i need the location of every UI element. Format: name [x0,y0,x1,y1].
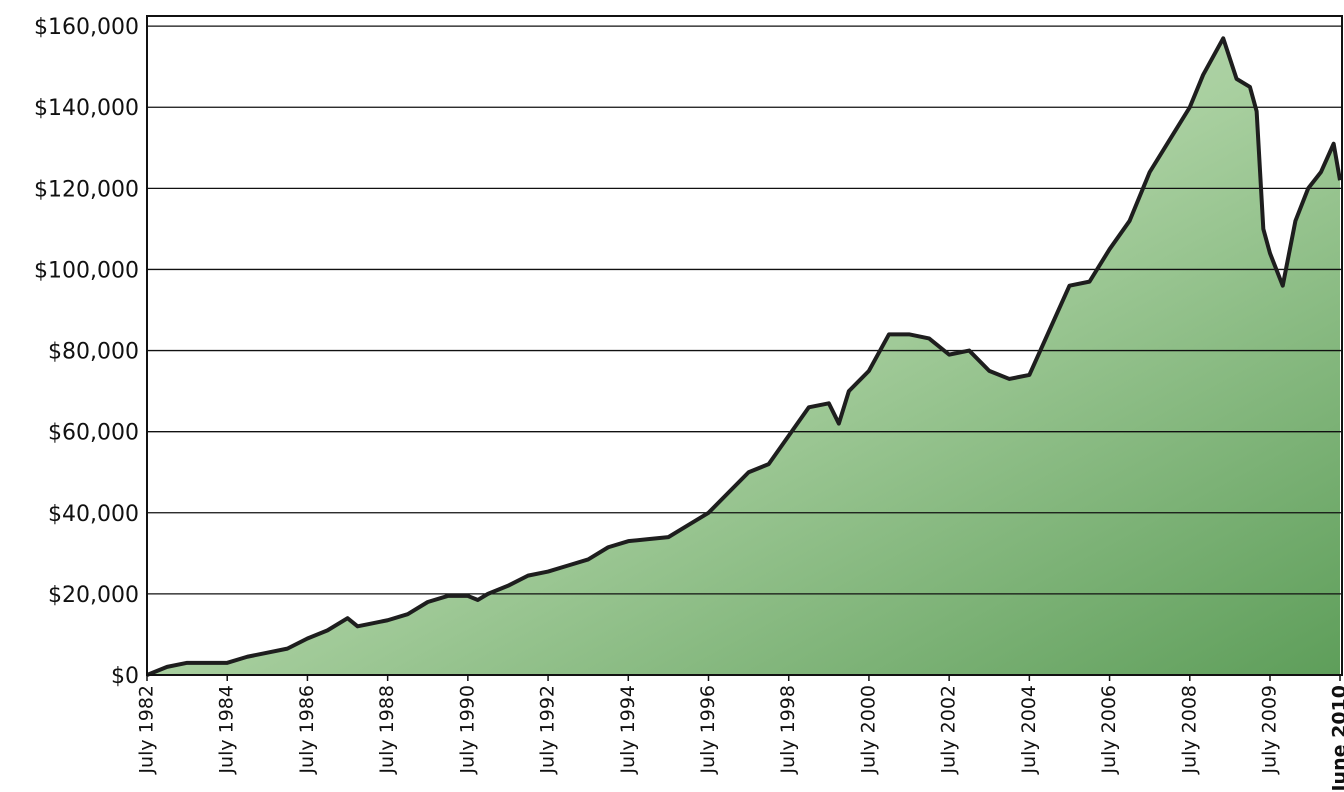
x-tick-label: July 1982 [136,685,158,775]
x-tick-label: July 1984 [216,685,238,775]
y-tick-label: $140,000 [34,96,139,121]
y-tick-label: $0 [111,664,139,689]
x-tick-label: July 2008 [1178,685,1200,775]
y-tick-label: $60,000 [48,421,139,446]
y-tick-label: $40,000 [48,502,139,527]
x-tick-label: July 1992 [537,685,559,775]
x-tick-label: July 2002 [938,685,960,775]
x-tick-label: July 1986 [296,685,318,775]
x-tick-label: July 2000 [857,685,879,775]
x-tick-label: July 1994 [617,685,639,775]
y-tick-label: $160,000 [34,15,139,40]
x-tick-label: July 1998 [777,685,799,775]
x-tick-label: July 1990 [456,685,478,775]
plot-frame [146,15,1343,676]
x-tick-label: July 2006 [1098,685,1120,775]
y-tick-label: $20,000 [48,583,139,608]
area-fill [147,38,1340,675]
y-tick-label: $80,000 [48,340,139,365]
y-tick-label: $120,000 [34,177,139,202]
x-tick-label: July 2009 [1259,685,1281,775]
line [146,36,1342,677]
x-tick-label: June 2010 [1329,685,1344,792]
x-tick-label: July 2004 [1018,685,1040,775]
x-tick-label: July 1988 [376,685,398,775]
y-tick-label: $100,000 [34,258,139,283]
x-tick-label: July 1996 [697,685,719,775]
